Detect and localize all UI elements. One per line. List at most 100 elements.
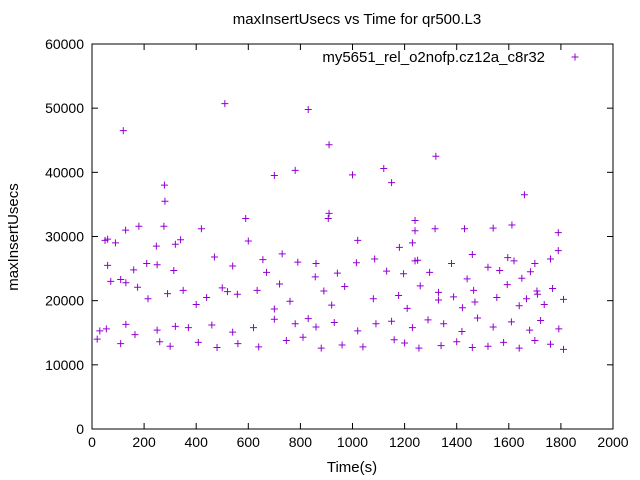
- data-point: [508, 221, 516, 229]
- data-point: [250, 324, 258, 332]
- data-point: [130, 266, 138, 274]
- data-point: [304, 315, 312, 323]
- data-point: [291, 320, 299, 328]
- legend: my5651_rel_o2nofp.cz12a_c8r32: [322, 49, 579, 66]
- y-tick-label: 20000: [45, 293, 84, 309]
- data-point: [560, 345, 568, 353]
- data-point: [117, 340, 125, 348]
- y-axis: 0 10000 20000 30000 40000 50000 60000: [45, 36, 613, 437]
- data-point: [96, 327, 104, 335]
- data-point: [291, 166, 299, 174]
- data-point: [197, 225, 205, 233]
- data-point: [122, 226, 130, 234]
- data-point: [434, 296, 442, 304]
- data-point: [496, 267, 504, 275]
- y-axis-label: maxInsertUsecs: [5, 183, 22, 291]
- data-point: [102, 325, 110, 333]
- data-point: [440, 320, 448, 328]
- legend-label: my5651_rel_o2nofp.cz12a_c8r32: [322, 49, 545, 66]
- y-tick-label: 0: [76, 421, 84, 437]
- data-point: [537, 317, 545, 325]
- data-point: [161, 197, 169, 205]
- data-point: [549, 284, 557, 292]
- data-point: [371, 255, 379, 263]
- data-point: [234, 340, 242, 348]
- data-point: [311, 273, 319, 281]
- data-point: [523, 295, 531, 303]
- data-point: [111, 239, 119, 247]
- data-point: [153, 326, 161, 334]
- data-point: [515, 344, 523, 352]
- data-point: [253, 286, 261, 294]
- data-point: [403, 304, 411, 312]
- data-point: [333, 269, 341, 277]
- data-point: [328, 301, 336, 309]
- data-point: [153, 261, 161, 269]
- data-point: [101, 236, 109, 244]
- x-tick-label: 1800: [545, 434, 576, 450]
- data-point: [437, 342, 445, 350]
- data-point: [117, 275, 125, 283]
- data-point: [432, 152, 440, 160]
- data-point: [122, 320, 130, 328]
- data-point: [171, 240, 179, 248]
- data-point: [554, 229, 562, 237]
- data-point: [330, 318, 338, 326]
- data-point: [276, 280, 284, 288]
- data-point: [166, 342, 174, 350]
- data-point: [411, 257, 419, 265]
- data-point: [354, 236, 362, 244]
- data-point: [388, 317, 396, 325]
- data-point: [515, 302, 523, 310]
- data-point: [156, 338, 164, 346]
- data-point: [533, 287, 541, 295]
- data-point: [203, 293, 211, 301]
- data-point: [143, 259, 151, 267]
- data-point: [408, 239, 416, 247]
- data-point: [270, 305, 278, 313]
- data-point: [369, 295, 377, 303]
- data-point: [144, 295, 152, 303]
- data-point: [468, 344, 476, 352]
- data-point: [255, 343, 263, 351]
- data-point: [210, 253, 218, 261]
- data-point: [229, 262, 237, 270]
- data-point: [325, 209, 333, 217]
- data-point: [312, 259, 320, 267]
- data-point: [104, 261, 112, 269]
- data-point: [468, 250, 476, 258]
- x-tick-label: 600: [237, 434, 261, 450]
- data-point: [380, 164, 388, 172]
- data-point: [504, 254, 512, 262]
- x-tick-label: 1600: [493, 434, 524, 450]
- data-point: [213, 344, 221, 352]
- data-point: [259, 256, 267, 264]
- data-point: [411, 227, 419, 235]
- data-point: [546, 255, 554, 263]
- data-point: [194, 338, 202, 346]
- data-point: [134, 283, 142, 291]
- x-tick-label: 1400: [441, 434, 472, 450]
- data-point: [229, 328, 237, 336]
- data-point: [408, 324, 416, 332]
- data-point: [208, 321, 216, 329]
- y-tick-label: 30000: [45, 229, 84, 245]
- data-point: [390, 336, 398, 344]
- data-point: [411, 216, 419, 224]
- x-tick-label: 800: [289, 434, 313, 450]
- data-point: [503, 281, 511, 289]
- data-point: [270, 172, 278, 180]
- data-point: [471, 298, 479, 306]
- data-point: [450, 293, 458, 301]
- legend-marker: [571, 53, 579, 61]
- x-tick-label: 1200: [389, 434, 420, 450]
- data-point: [192, 301, 200, 309]
- data-point: [359, 343, 367, 351]
- data-point: [160, 181, 168, 189]
- data-point: [244, 237, 252, 245]
- x-tick-label: 200: [132, 434, 156, 450]
- data-point: [526, 268, 534, 276]
- data-point: [484, 263, 492, 271]
- data-point: [160, 222, 168, 230]
- data-point: [372, 320, 380, 328]
